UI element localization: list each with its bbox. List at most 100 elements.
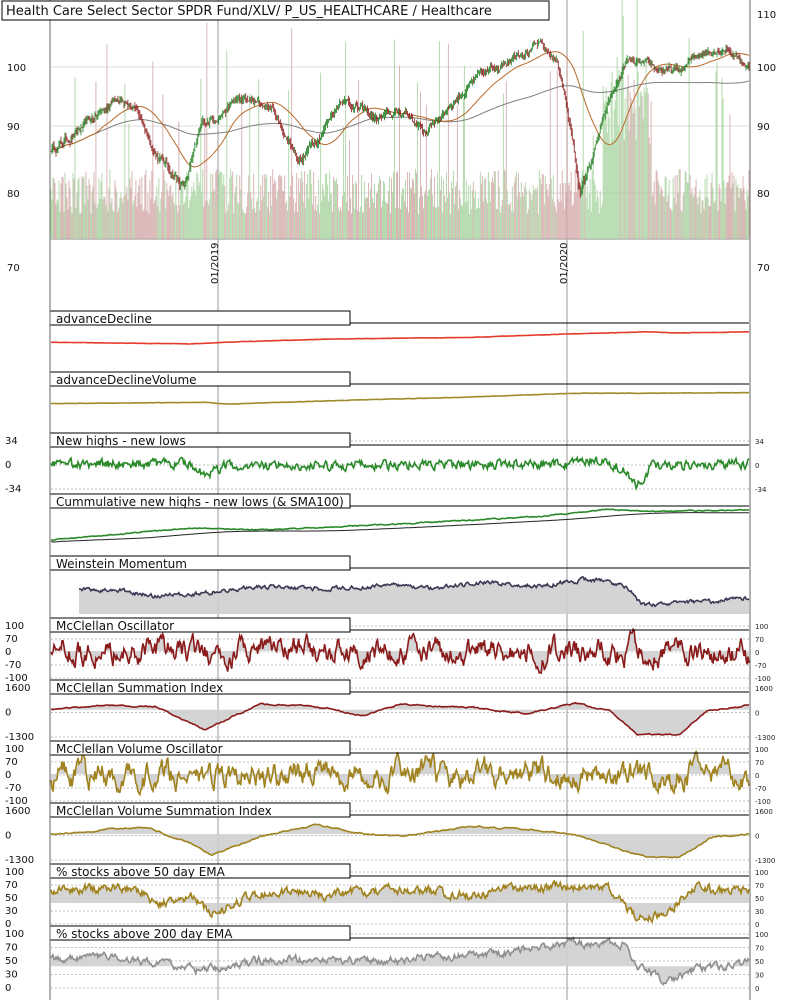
volume-bar [102,199,104,239]
volume-bar [136,207,138,239]
volume-bar [188,208,190,239]
volume-bar [231,175,233,239]
volume-bar [222,184,224,239]
volume-bar [555,211,557,239]
volume-bar [586,186,588,239]
volume-bar [594,185,596,239]
volume-bar [363,211,365,239]
indicator-tick-left: -1300 [5,855,34,866]
indicator-tick-left: -100 [5,796,28,807]
volume-bar [265,178,267,239]
volume-bar [182,181,184,239]
volume-bar [505,80,507,239]
volume-bar [730,188,732,239]
volume-bar [141,176,143,239]
volume-bar [374,183,376,239]
volume-bar [317,204,319,239]
volume-bar [142,211,144,239]
volume-bar [241,96,243,240]
volume-bar [382,200,384,239]
volume-bar [532,185,534,239]
volume-bar [217,200,219,239]
volume-bar [112,210,114,239]
volume-bar [153,203,155,239]
volume-bar [606,132,608,239]
volume-bar [454,186,456,239]
volume-bar [157,206,159,239]
volume-bar [280,175,282,239]
indicator-series-line [50,627,750,675]
volume-bar [466,201,468,239]
volume-bar [629,91,631,239]
volume-bar [644,92,646,239]
volume-bar [708,206,710,239]
indicator-tick-left: 70 [5,757,18,768]
volume-bar [710,182,712,239]
volume-bar [388,191,390,239]
panel-title: New highs - new lows [56,434,186,448]
volume-bar [266,174,268,239]
volume-bar [675,203,677,239]
volume-bar [587,209,589,239]
volume-bar [539,178,541,239]
volume-bar [100,181,102,239]
volume-bar [521,192,523,239]
volume-bar [655,169,657,239]
volume-bar [376,193,378,239]
indicator-tick-left: 1600 [5,683,30,694]
volume-bar [636,0,638,239]
indicator-tick-left: 50 [5,893,18,904]
panel-title: Weinstein Momentum [56,557,187,571]
volume-bar [316,210,318,239]
volume-bar [285,203,287,239]
volume-bar [380,179,382,239]
volume-bar [247,193,249,239]
volume-bar [516,196,518,239]
volume-bar [560,200,562,239]
volume-bar [165,208,167,239]
chart-title-box: Health Care Select Sector SPDR Fund/XLV/… [1,0,550,21]
volume-bar [738,197,740,239]
volume-bar [385,201,387,239]
volume-bar [240,189,242,239]
volume-bar [593,180,595,239]
indicator-panel-6: 1600 1600 0 0 -1300 -1300 McClellan Summation … [5,679,775,743]
volume-bar [741,190,743,239]
volume-bar [176,205,178,239]
volume-bar [214,191,216,239]
volume-bar [286,200,288,239]
volume-bar [491,177,493,239]
volume-bar [650,101,652,240]
volume-bar [78,177,80,239]
volume-bar [671,210,673,239]
volume-bar [324,195,326,239]
volume-bar [695,179,697,239]
volume-bar [574,169,576,239]
volume-bar [469,185,471,239]
volume-bar [199,181,201,239]
volume-bar [733,175,735,239]
volume-bar [530,200,532,239]
volume-bar [397,171,399,239]
indicator-tick-left: -100 [5,673,28,684]
volume-bar [557,199,559,239]
volume-bar [683,191,685,239]
price-tick-right-3: 80 [757,189,770,200]
volume-bar [132,204,134,239]
volume-bar [96,208,98,239]
volume-bar [405,207,407,239]
volume-bar [475,209,477,239]
volume-bar [89,185,91,239]
indicator-panels: advanceDecline advanceDeclineVolume 34 34 0 0… [5,310,775,994]
volume-bar [278,176,280,239]
volume-bar [645,63,647,240]
indicator-tick-right: 100 [755,869,768,877]
volume-bar [563,208,565,239]
volume-bar [476,207,478,239]
volume-bar [433,177,435,239]
volume-bar [451,187,453,239]
volume-bar [358,80,360,239]
volume-bar [608,117,610,239]
volume-bar [351,213,353,239]
volume-bar [79,213,81,239]
